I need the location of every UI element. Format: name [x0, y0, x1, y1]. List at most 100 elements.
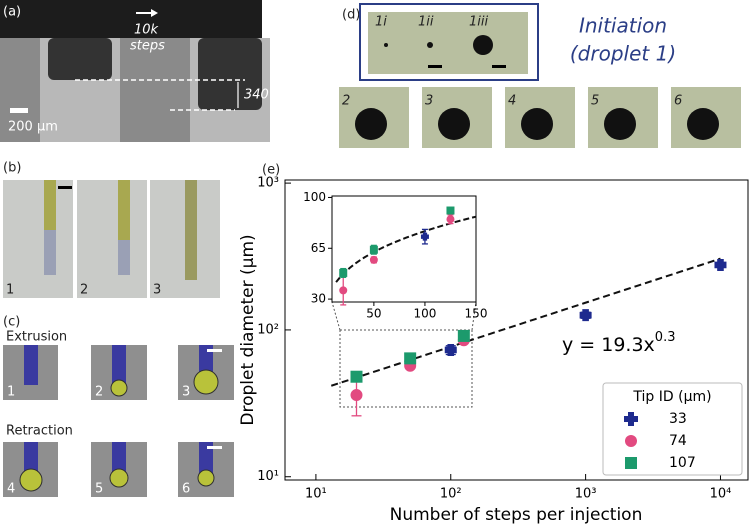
- photo: [77, 180, 147, 298]
- scale-bar: [207, 446, 222, 449]
- panel-a: (a) 10k steps 340 µm 200 µm: [0, 0, 294, 142]
- scale-bar: [492, 65, 506, 68]
- y-tick-label: 10²: [257, 322, 279, 337]
- frame-label: 1i: [375, 15, 387, 30]
- inset-y-tick-label: 65: [311, 241, 326, 255]
- y-tick-label: 10³: [257, 176, 279, 191]
- marker: [369, 255, 378, 264]
- frames: [339, 87, 741, 148]
- photo: [3, 180, 73, 298]
- zoom-box: [339, 329, 473, 408]
- droplet: [19, 468, 43, 492]
- droplet: [687, 108, 719, 140]
- arrow-head: [151, 9, 158, 17]
- arrow-text: steps: [130, 39, 165, 54]
- inset-y-tick-label: 30: [311, 292, 326, 306]
- marker: [444, 343, 457, 356]
- frame-label: 2: [342, 94, 350, 109]
- tube: [199, 442, 213, 477]
- fit-text: y = 19.3x: [562, 334, 655, 356]
- legend-swatch: [624, 412, 638, 426]
- fit-annotation: y = 19.3x0.3: [562, 330, 675, 356]
- marker: [446, 215, 455, 224]
- marker: [339, 268, 348, 277]
- y-axis-label: Droplet diameter (µm): [238, 234, 258, 425]
- initiation-title: Initiation: [579, 14, 667, 38]
- inset-y-tick-label: 100: [303, 190, 326, 204]
- frame-label: 5: [95, 482, 103, 497]
- panel-label: (d): [342, 8, 360, 23]
- frame-label: 2: [95, 385, 103, 400]
- inset-x-tick-label: 100: [413, 307, 436, 321]
- scale-bar: [428, 65, 442, 68]
- panel-label: (b): [3, 161, 21, 176]
- frame-label: 4: [508, 94, 516, 109]
- scale-bar: [10, 108, 28, 113]
- frame-label: 2: [80, 283, 88, 298]
- tube: [44, 230, 56, 275]
- frame-label: 6: [182, 482, 190, 497]
- marker: [579, 309, 592, 322]
- panel-c: (c) Extrusion Retraction 1: [3, 315, 234, 497]
- tube: [199, 345, 213, 375]
- fit-exponent: 0.3: [655, 330, 676, 345]
- frame-label: 5: [591, 94, 599, 109]
- frame-label: 4: [7, 482, 15, 497]
- tube: [185, 180, 197, 280]
- frame-label: 3: [182, 385, 190, 400]
- droplet: [473, 35, 493, 55]
- initiation-box: [359, 3, 539, 81]
- frame-label: 1iii: [469, 15, 488, 30]
- panel-label: (c): [3, 315, 20, 330]
- initiation-title: (droplet 1): [570, 42, 676, 66]
- marker: [350, 389, 363, 402]
- arrow-text: 10k: [134, 23, 159, 38]
- x-axis-label: Number of steps per injection: [390, 505, 643, 525]
- droplet: [438, 108, 470, 140]
- frame-label: 6: [674, 94, 682, 109]
- droplet: [109, 468, 129, 488]
- frame-label: 3: [153, 283, 161, 298]
- row-title: Retraction: [6, 424, 73, 439]
- tube: [112, 345, 126, 385]
- marker: [404, 352, 417, 365]
- height-label: 340 µm: [244, 88, 294, 103]
- tubes: [24, 345, 213, 477]
- droplet: [384, 43, 388, 47]
- zoom-connector: [471, 301, 477, 331]
- frame-label: 1: [7, 385, 15, 400]
- inset-x-tick-label: 50: [366, 307, 381, 321]
- marker: [420, 232, 429, 241]
- droplet: [355, 108, 387, 140]
- legend-label: 74: [669, 433, 687, 449]
- scale-bar: [207, 349, 222, 352]
- legend-swatch: [625, 457, 637, 469]
- droplet: [197, 469, 215, 487]
- photo-band: [0, 0, 262, 38]
- panel-b: (b) 1 2 3: [3, 161, 220, 298]
- x-tick-label: 10¹: [305, 487, 327, 502]
- zoom-connector: [331, 301, 341, 331]
- legend-label: 33: [669, 411, 687, 427]
- scale-bar: [58, 186, 72, 189]
- marker: [339, 286, 348, 295]
- droplets: [19, 369, 219, 492]
- scale-label: 200 µm: [8, 120, 58, 135]
- tube: [118, 240, 130, 275]
- droplet: [604, 108, 636, 140]
- x-tick-label: 10³: [575, 487, 597, 502]
- fit-line: [330, 257, 721, 387]
- marker: [350, 370, 363, 383]
- marker: [457, 329, 470, 342]
- tube: [24, 442, 38, 477]
- tube: [24, 345, 38, 385]
- tube: [112, 442, 126, 477]
- legend-title: Tip ID (µm): [632, 389, 711, 405]
- inset-fit-line: [335, 215, 477, 283]
- panel-d: (d) 1i 1ii 1iii Initiation (droplet 1) 2…: [339, 3, 741, 148]
- marker: [369, 245, 378, 254]
- droplet: [427, 42, 433, 48]
- x-tick-label: 10²: [440, 487, 462, 502]
